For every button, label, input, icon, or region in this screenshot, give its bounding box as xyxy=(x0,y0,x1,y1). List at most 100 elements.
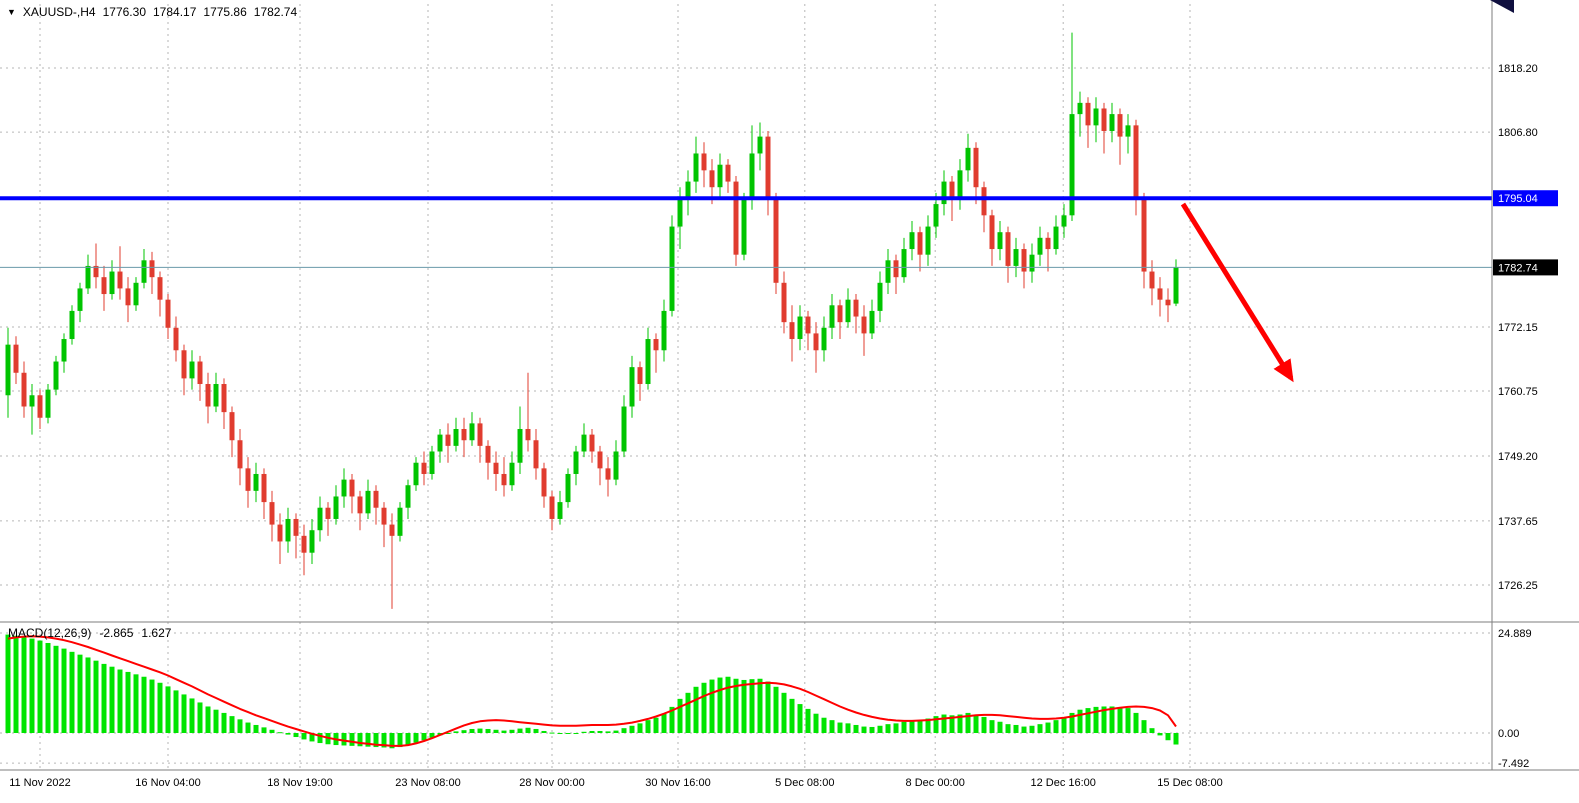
macd-bar xyxy=(141,676,147,733)
macd-bar xyxy=(829,720,835,733)
macd-bar xyxy=(117,669,123,733)
macd-bar xyxy=(1085,708,1091,733)
date-tick-label: 16 Nov 04:00 xyxy=(135,777,200,789)
candle-body xyxy=(221,384,227,413)
candle-body xyxy=(749,153,755,199)
candle-body xyxy=(189,361,195,379)
date-tick-label: 23 Nov 08:00 xyxy=(395,777,460,789)
macd-bar xyxy=(1157,733,1163,736)
macd-bar xyxy=(637,723,643,733)
macd-bar xyxy=(525,727,531,733)
candle-body xyxy=(253,473,259,491)
macd-bar xyxy=(989,720,995,733)
candle-body xyxy=(805,316,811,334)
date-tick-label: 15 Dec 08:00 xyxy=(1157,777,1222,789)
macd-bar xyxy=(149,679,155,733)
macd-bar xyxy=(1093,706,1099,733)
macd-bar xyxy=(629,725,635,733)
macd-bar xyxy=(533,728,539,733)
candle-body xyxy=(517,428,523,463)
candle-body xyxy=(493,462,499,474)
candle-body xyxy=(829,305,835,328)
macd-bar xyxy=(165,686,171,733)
candle-body xyxy=(1173,267,1179,304)
candle-body xyxy=(1157,288,1163,300)
candle-body xyxy=(1021,249,1027,272)
candle-body xyxy=(741,198,747,255)
macd-bar xyxy=(421,733,427,741)
time-axis-labels[interactable]: 11 Nov 2022 16 Nov 04:00 18 Nov 19:00 23 No… xyxy=(9,777,1223,789)
candle-body xyxy=(933,204,939,227)
collapse-arrow-icon[interactable]: ▼ xyxy=(7,7,16,17)
macd-bar xyxy=(877,725,883,733)
macd-bar xyxy=(901,721,907,733)
candle-body xyxy=(565,473,571,503)
macd-bar xyxy=(805,708,811,733)
price-tick-label: 1818.20 xyxy=(1498,63,1538,75)
macd-bar xyxy=(309,733,315,742)
macd-bar xyxy=(189,698,195,733)
macd-bar xyxy=(1037,724,1043,733)
macd-bar xyxy=(509,729,515,733)
candle-body xyxy=(1133,125,1139,199)
high-value: 1784.17 xyxy=(153,5,197,19)
macd-bar xyxy=(349,733,355,746)
candle-body xyxy=(181,350,187,379)
candle-body xyxy=(93,265,99,278)
macd-main-value: -2.865 xyxy=(99,626,134,640)
macd-bar xyxy=(1149,728,1155,733)
macd-bar xyxy=(973,714,979,733)
macd-bar xyxy=(1029,725,1035,733)
macd-bar xyxy=(269,729,275,733)
candle-body xyxy=(693,153,699,182)
candle-body xyxy=(525,428,531,441)
candle-body xyxy=(357,496,363,514)
candle-body xyxy=(701,153,707,171)
candle-body xyxy=(133,282,139,306)
candle-body xyxy=(965,147,971,171)
macd-bar xyxy=(965,712,971,733)
candle-body xyxy=(645,339,651,385)
macd-bar xyxy=(157,682,163,733)
candle-body xyxy=(669,226,675,311)
price-axis-labels[interactable]: 1818.20 1806.80 1772.15 1760.75 1749.20 1737.… xyxy=(1498,63,1538,770)
macd-bar xyxy=(1077,709,1083,733)
candle-body xyxy=(589,434,595,452)
macd-bar xyxy=(133,674,139,733)
candle-body xyxy=(725,164,731,182)
macd-bar xyxy=(373,733,379,748)
macd-bar xyxy=(781,692,787,733)
macd-bar xyxy=(789,698,795,733)
low-value: 1775.86 xyxy=(203,5,247,19)
candle-body xyxy=(373,490,379,508)
candle-body xyxy=(981,187,987,216)
macd-bar xyxy=(381,733,387,748)
macd-bar xyxy=(717,677,723,733)
candle-body xyxy=(1077,102,1083,115)
candle-body xyxy=(229,412,235,441)
candle-body xyxy=(1005,232,1011,266)
candle-body xyxy=(333,496,339,519)
macd-bar xyxy=(749,679,755,733)
symbol-ohlc-header: ▼ XAUUSD-,H4 1776.30 1784.17 1775.86 178… xyxy=(7,5,297,19)
macd-bar xyxy=(701,682,707,733)
red-arrow-annotation[interactable] xyxy=(1180,202,1294,383)
macd-bar xyxy=(557,733,563,734)
macd-tick-label: 0.00 xyxy=(1498,728,1519,740)
candle-body xyxy=(685,181,691,199)
macd-bar xyxy=(565,733,571,734)
candle-body xyxy=(277,524,283,542)
macd-bar xyxy=(621,728,627,733)
current-price-line-badge-text: 1782.74 xyxy=(1498,262,1538,274)
candle-body xyxy=(653,339,659,351)
macd-bar xyxy=(757,678,763,733)
macd-bar xyxy=(317,733,323,744)
candle-body xyxy=(149,260,155,278)
candle-body xyxy=(501,473,507,486)
candle-body xyxy=(1101,108,1107,131)
candle-body xyxy=(125,288,131,306)
macd-bar xyxy=(389,733,395,749)
candle-body xyxy=(237,440,243,469)
macd-bar xyxy=(709,679,715,733)
